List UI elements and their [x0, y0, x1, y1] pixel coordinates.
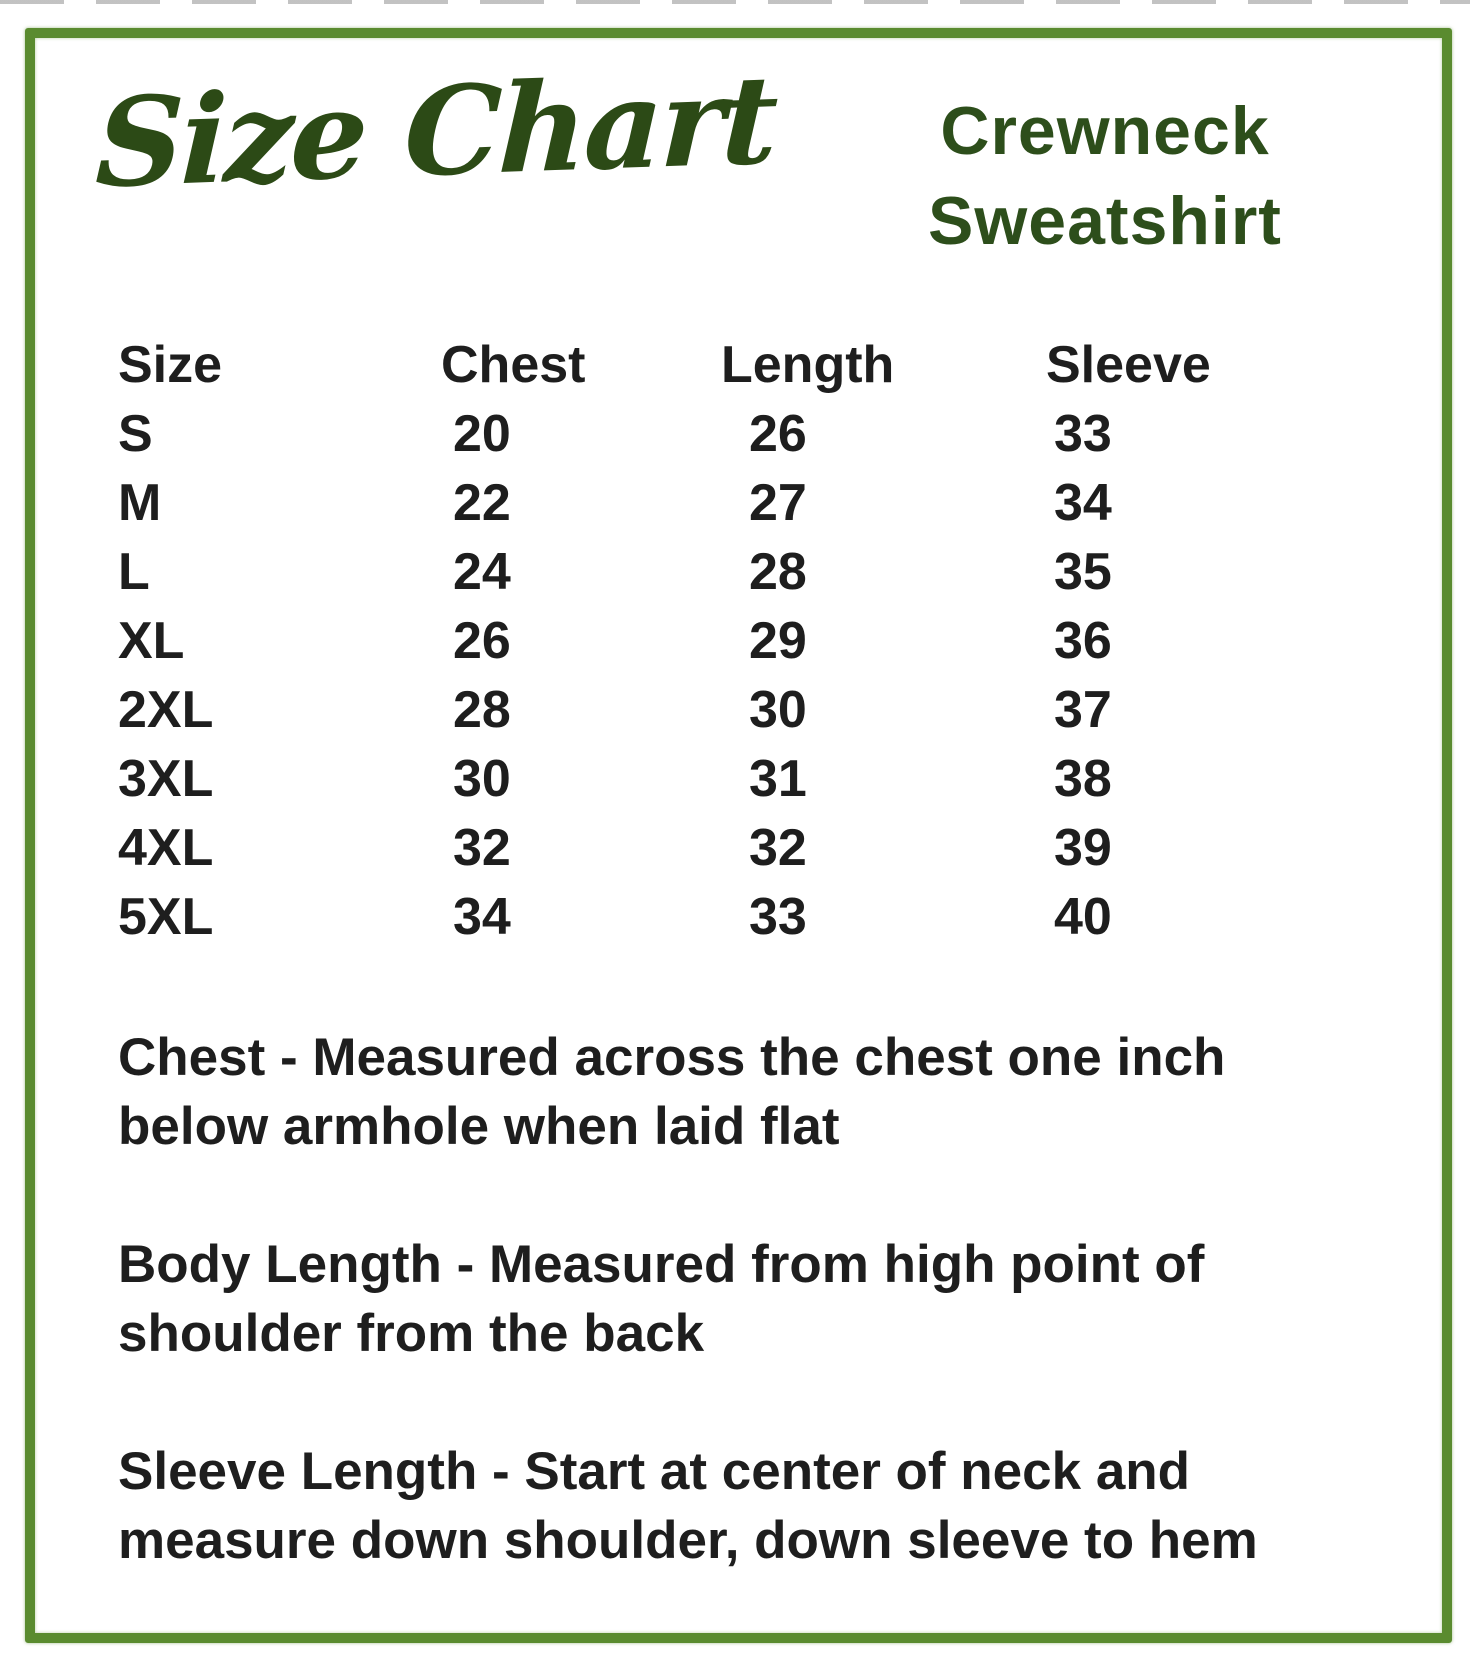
- note-body-length-line2: shoulder from the back: [118, 1304, 705, 1363]
- cell-3xl-chest: 30: [453, 750, 511, 808]
- cell-xl-size: XL: [118, 612, 185, 670]
- cell-xl-length: 29: [749, 612, 807, 670]
- cell-5xl-length: 33: [749, 888, 807, 946]
- cell-2xl-sleeve: 37: [1054, 681, 1112, 739]
- size-table: Size Chest Length Sleeve S 20 26 33 M 22 27 34 L 24 28…: [118, 331, 1298, 952]
- note-chest: Chest - Measured across the chest one in…: [118, 1023, 1418, 1161]
- table-row-3xl: 3XL 30 31 38: [118, 745, 1298, 814]
- scan-artifact-strip: [0, 0, 1470, 4]
- card-border-frame: [25, 28, 1452, 1643]
- measurement-notes: Chest - Measured across the chest one in…: [118, 1023, 1418, 1575]
- note-sleeve-length: Sleeve Length - Start at center of neck …: [118, 1437, 1418, 1575]
- table-row-2xl: 2XL 28 30 37: [118, 676, 1298, 745]
- table-row-xl: XL 26 29 36: [118, 607, 1298, 676]
- cell-l-sleeve: 35: [1054, 543, 1112, 601]
- cell-3xl-size: 3XL: [118, 750, 214, 808]
- cell-l-chest: 24: [453, 543, 511, 601]
- table-row-l: L 24 28 35: [118, 538, 1298, 607]
- table-header-row: Size Chest Length Sleeve: [118, 331, 1298, 400]
- note-chest-line1: Chest - Measured across the chest one in…: [118, 1028, 1226, 1087]
- cell-4xl-chest: 32: [453, 819, 511, 877]
- cell-m-chest: 22: [453, 474, 511, 532]
- table-row-s: S 20 26 33: [118, 400, 1298, 469]
- cell-4xl-sleeve: 39: [1054, 819, 1112, 877]
- note-body-length: Body Length - Measured from high point o…: [118, 1230, 1418, 1368]
- cell-4xl-length: 32: [749, 819, 807, 877]
- note-sleeve-length-line2: measure down shoulder, down sleeve to he…: [118, 1511, 1258, 1570]
- cell-s-size: S: [118, 405, 153, 463]
- table-row-m: M 22 27 34: [118, 469, 1298, 538]
- cell-2xl-length: 30: [749, 681, 807, 739]
- cell-s-sleeve: 33: [1054, 405, 1112, 463]
- note-sleeve-length-line1: Sleeve Length - Start at center of neck …: [118, 1442, 1191, 1501]
- cell-m-sleeve: 34: [1054, 474, 1112, 532]
- product-title: Crewneck Sweatshirt: [860, 86, 1350, 266]
- note-body-length-line1: Body Length - Measured from high point o…: [118, 1235, 1205, 1294]
- cell-5xl-sleeve: 40: [1054, 888, 1112, 946]
- cell-3xl-sleeve: 38: [1054, 750, 1112, 808]
- product-title-line1: Crewneck: [940, 93, 1270, 169]
- note-chest-line2: below armhole when laid flat: [118, 1097, 840, 1156]
- cell-5xl-chest: 34: [453, 888, 511, 946]
- cell-m-size: M: [118, 474, 162, 532]
- cell-s-length: 26: [749, 405, 807, 463]
- column-header-size: Size: [118, 336, 223, 394]
- cell-3xl-length: 31: [749, 750, 807, 808]
- cell-m-length: 27: [749, 474, 807, 532]
- cell-5xl-size: 5XL: [118, 888, 214, 946]
- cell-2xl-chest: 28: [453, 681, 511, 739]
- cell-4xl-size: 4XL: [118, 819, 214, 877]
- page-title: Size Chart: [93, 47, 778, 216]
- cell-s-chest: 20: [453, 405, 511, 463]
- cell-l-length: 28: [749, 543, 807, 601]
- cell-l-size: L: [118, 543, 150, 601]
- cell-2xl-size: 2XL: [118, 681, 214, 739]
- column-header-sleeve: Sleeve: [1046, 336, 1211, 394]
- cell-xl-chest: 26: [453, 612, 511, 670]
- table-row-5xl: 5XL 34 33 40: [118, 883, 1298, 952]
- table-row-4xl: 4XL 32 32 39: [118, 814, 1298, 883]
- cell-xl-sleeve: 36: [1054, 612, 1112, 670]
- column-header-chest: Chest: [441, 336, 586, 394]
- product-title-line2: Sweatshirt: [928, 183, 1282, 259]
- column-header-length: Length: [721, 336, 895, 394]
